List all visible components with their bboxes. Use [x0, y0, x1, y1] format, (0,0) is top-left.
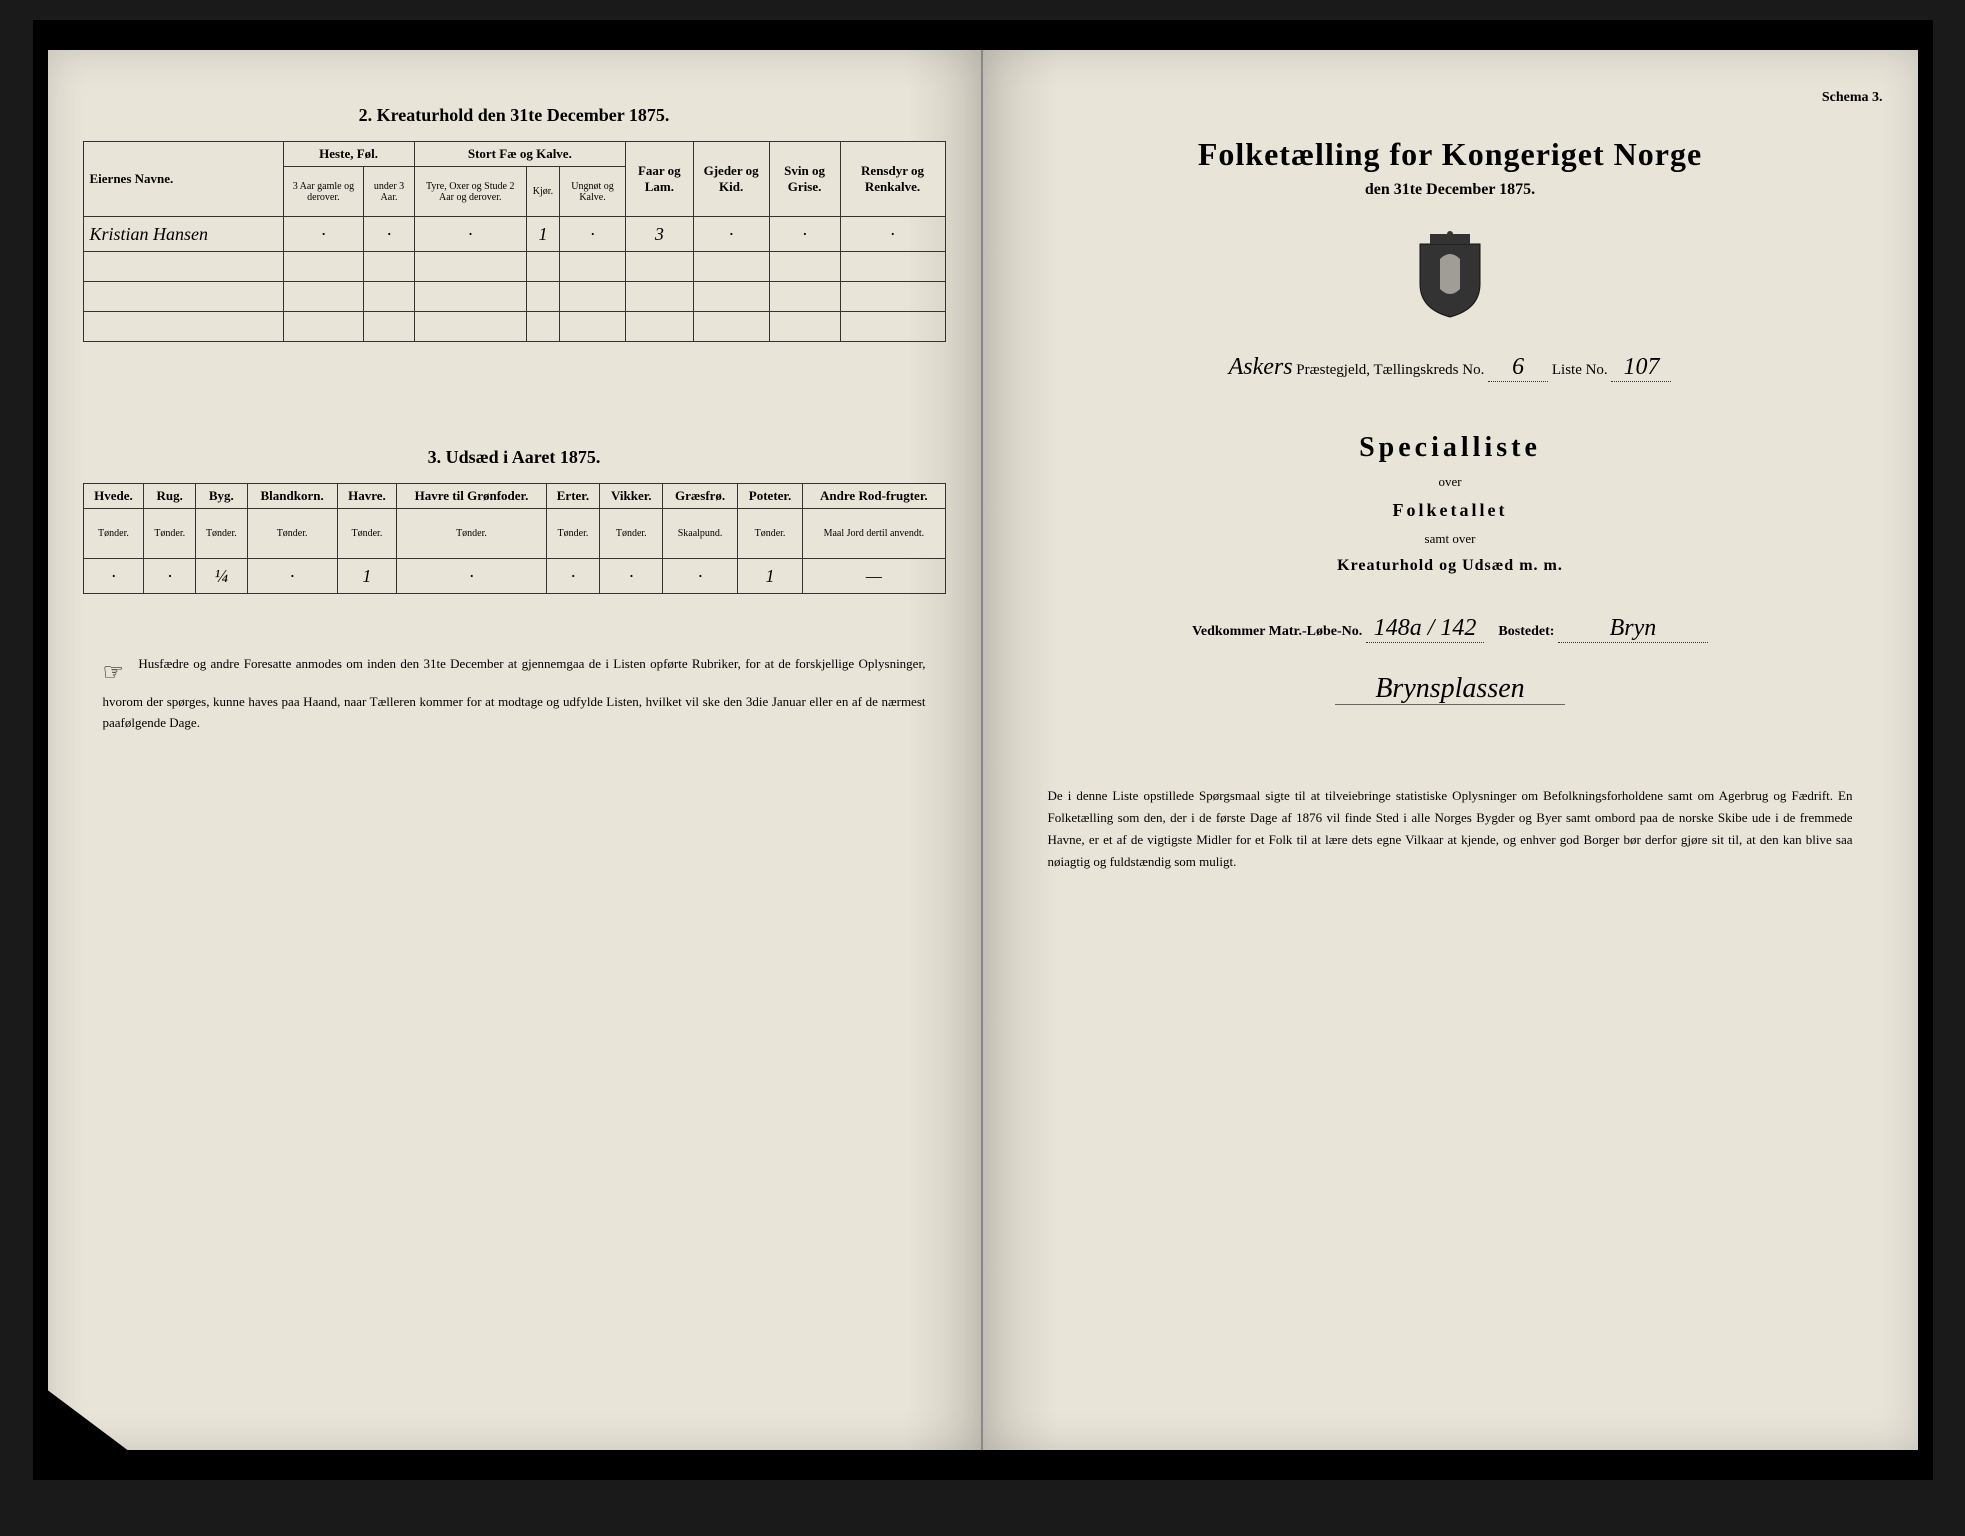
census-title: Folketælling for Kongeriget Norge	[1018, 136, 1883, 173]
left-footnote: ☞ Husfædre og andre Foresatte anmodes om…	[83, 654, 946, 734]
vedk-label1: Vedkommer Matr.-Løbe-No.	[1192, 624, 1362, 639]
u-10: Maal Jord dertil anvendt.	[803, 509, 945, 559]
val-faar: 3	[625, 217, 693, 252]
vedk-label2: Bostedet:	[1498, 624, 1554, 639]
parish-label: Præstegjeld, Tællingskreds No.	[1296, 362, 1484, 378]
parish-line: Askers Præstegjeld, Tællingskreds No. 6 …	[1018, 354, 1883, 382]
coat-of-arms-icon	[1018, 229, 1883, 324]
val-heste1: ·	[283, 217, 364, 252]
h-havre-gron: Havre til Grønfoder.	[397, 484, 546, 509]
vedkommer-line: Vedkommer Matr.-Løbe-No. 148a / 142 Bost…	[1018, 615, 1883, 643]
col-gjeder: Gjeder og Kid.	[693, 142, 769, 217]
over-1: over	[1018, 474, 1883, 490]
val-heste2: ·	[364, 217, 414, 252]
scan-corner	[48, 1390, 128, 1450]
d-7: ·	[600, 559, 663, 594]
col-rensdyr: Rensdyr og Renkalve.	[840, 142, 945, 217]
hand-pointer-icon: ☞	[103, 654, 125, 692]
h-byg: Byg.	[196, 484, 248, 509]
folketallet: Folketallet	[1018, 500, 1883, 521]
sub-fae3: Ungnøt og Kalve.	[560, 167, 626, 217]
kreaturhold-table: Eiernes Navne. Heste, Føl. Stort Fæ og K…	[83, 141, 946, 342]
samt-over: samt over	[1018, 531, 1883, 547]
sub-fae1: Tyre, Oxer og Stude 2 Aar og derover.	[414, 167, 526, 217]
d-3: ·	[247, 559, 337, 594]
col-eiernes: Eiernes Navne.	[83, 142, 283, 217]
left-page: 2. Kreaturhold den 31te December 1875. E…	[48, 50, 983, 1450]
liste-no: 107	[1611, 354, 1671, 382]
d-10: —	[803, 559, 945, 594]
footnote-text: Husfædre og andre Foresatte anmodes om i…	[103, 656, 926, 730]
u-7: Tønder.	[600, 509, 663, 559]
d-8: ·	[663, 559, 737, 594]
matr-no: 148a / 142	[1366, 615, 1485, 643]
val-gjeder: ·	[693, 217, 769, 252]
col-faar: Faar og Lam.	[625, 142, 693, 217]
val-fae1: ·	[414, 217, 526, 252]
schema-label: Schema 3.	[1018, 90, 1883, 106]
u-8: Skaalpund.	[663, 509, 737, 559]
val-svin: ·	[769, 217, 840, 252]
d-0: ·	[83, 559, 144, 594]
udsaed-table: Hvede. Rug. Byg. Blandkorn. Havre. Havre…	[83, 483, 946, 594]
col-heste: Heste, Føl.	[283, 142, 414, 167]
kreds-no: 6	[1488, 354, 1548, 382]
place-name: Brynsplassen	[1335, 673, 1564, 705]
d-9: 1	[737, 559, 802, 594]
u-3: Tønder.	[247, 509, 337, 559]
u-4: Tønder.	[337, 509, 397, 559]
val-fae2: 1	[526, 217, 559, 252]
d-1: ·	[144, 559, 196, 594]
h-poteter: Poteter.	[737, 484, 802, 509]
u-2: Tønder.	[196, 509, 248, 559]
h-rodfrugter: Andre Rod-frugter.	[803, 484, 945, 509]
col-fae: Stort Fæ og Kalve.	[414, 142, 625, 167]
u-6: Tønder.	[546, 509, 599, 559]
h-havre: Havre.	[337, 484, 397, 509]
owner-name: Kristian Hansen	[83, 217, 283, 252]
sub-fae2: Kjør.	[526, 167, 559, 217]
u-0: Tønder.	[83, 509, 144, 559]
h-rug: Rug.	[144, 484, 196, 509]
table2-title: 2. Kreaturhold den 31te December 1875.	[83, 105, 946, 126]
sub-heste2: under 3 Aar.	[364, 167, 414, 217]
col-svin: Svin og Grise.	[769, 142, 840, 217]
h-vikker: Vikker.	[600, 484, 663, 509]
h-graesfro: Græsfrø.	[663, 484, 737, 509]
book-spread: 2. Kreaturhold den 31te December 1875. E…	[33, 20, 1933, 1480]
specialliste-title: Specialliste	[1018, 432, 1883, 464]
val-rensdyr: ·	[840, 217, 945, 252]
h-hvede: Hvede.	[83, 484, 144, 509]
place-line: Brynsplassen	[1018, 673, 1883, 705]
h-blandkorn: Blandkorn.	[247, 484, 337, 509]
kreaturhold-line: Kreaturhold og Udsæd m. m.	[1018, 557, 1883, 575]
bottom-paragraph: De i denne Liste opstillede Spørgsmaal s…	[1018, 785, 1883, 873]
right-page: Schema 3. Folketælling for Kongeriget No…	[983, 50, 1918, 1450]
h-erter: Erter.	[546, 484, 599, 509]
liste-label: Liste No.	[1552, 362, 1608, 378]
d-6: ·	[546, 559, 599, 594]
parish-name: Askers	[1229, 354, 1293, 380]
census-date: den 31te December 1875.	[1018, 181, 1883, 199]
val-fae3: ·	[560, 217, 626, 252]
d-5: ·	[397, 559, 546, 594]
d-4: 1	[337, 559, 397, 594]
sub-heste1: 3 Aar gamle og derover.	[283, 167, 364, 217]
table3-title: 3. Udsæd i Aaret 1875.	[83, 447, 946, 468]
u-5: Tønder.	[397, 509, 546, 559]
u-1: Tønder.	[144, 509, 196, 559]
u-9: Tønder.	[737, 509, 802, 559]
d-2: ¼	[196, 559, 248, 594]
bosted-name: Bryn	[1558, 615, 1708, 643]
